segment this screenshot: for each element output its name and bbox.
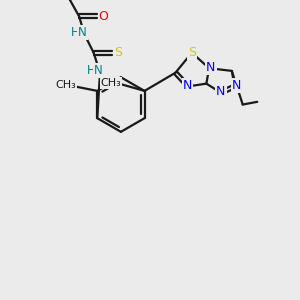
Text: CH₃: CH₃	[55, 80, 76, 91]
Text: H: H	[86, 64, 95, 77]
Text: S: S	[114, 46, 122, 59]
Text: CH₃: CH₃	[100, 78, 121, 88]
Text: N: N	[216, 85, 226, 98]
Text: N: N	[94, 64, 103, 77]
Text: N: N	[206, 61, 216, 74]
Text: H: H	[71, 26, 80, 39]
Text: N: N	[232, 79, 241, 92]
Text: N: N	[78, 26, 87, 39]
Text: S: S	[188, 46, 196, 59]
Text: O: O	[99, 10, 109, 23]
Text: N: N	[183, 79, 192, 92]
